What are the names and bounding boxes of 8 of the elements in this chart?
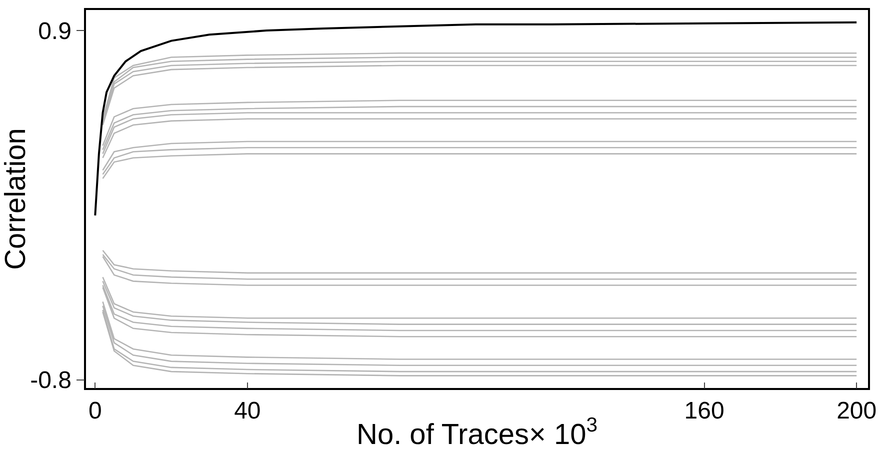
x-axis-title: No. of Traces× 10$^{3}$: [356, 414, 598, 451]
x-tick-label: 40: [234, 398, 261, 425]
y-tick-label: -0.8: [30, 367, 72, 394]
y-tick-label: 0.9: [38, 18, 72, 45]
y-axis-title: Correlation: [0, 128, 32, 270]
x-tick-label: 160: [684, 398, 724, 425]
x-tick-label: 0: [88, 398, 102, 425]
x-tick-label: 200: [836, 398, 877, 425]
